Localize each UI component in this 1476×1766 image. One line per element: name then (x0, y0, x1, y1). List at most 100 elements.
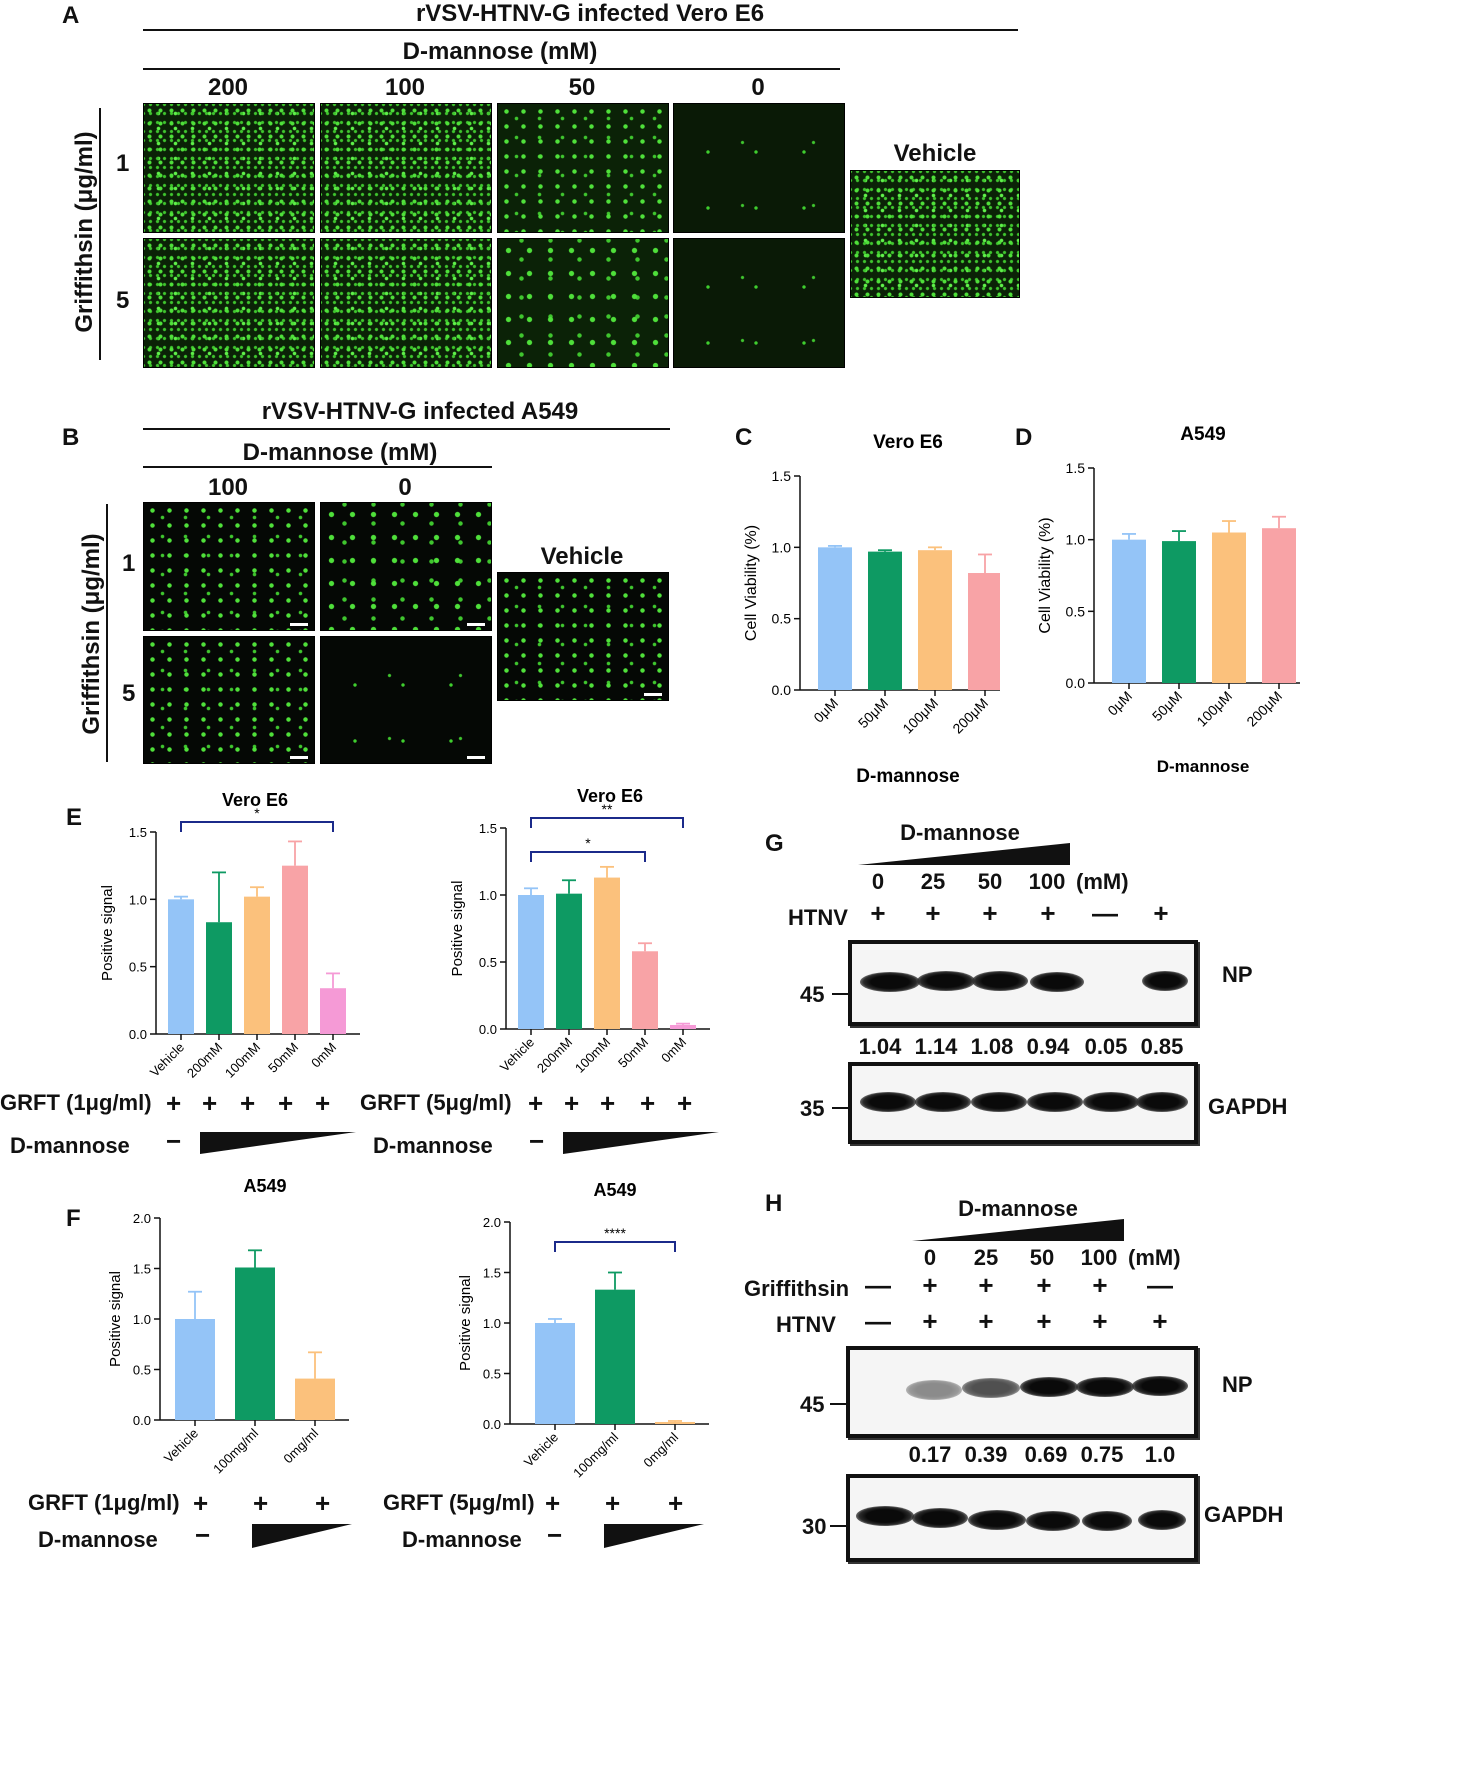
bar (818, 547, 852, 690)
panel-b-row-5: 5 (122, 680, 136, 707)
x-tick-label: 50mM (615, 1035, 651, 1071)
x-tick-label: Vehicle (497, 1035, 537, 1075)
bar (244, 896, 270, 1034)
panel-a-conc-50: 50 (568, 74, 596, 101)
g-np-band (917, 971, 975, 991)
e-right-plus: + (640, 1088, 656, 1118)
scale-bar (467, 623, 485, 626)
bar (175, 1319, 215, 1420)
g-conc-50: 50 (977, 869, 1003, 894)
y-axis-label: Positive signal (457, 1275, 474, 1371)
y-tick-label: 0.0 (1066, 675, 1086, 691)
g-quant: 0.94 (1026, 1034, 1070, 1059)
panel-h-letter: H (765, 1190, 783, 1217)
f-right-dmannose-label: D-mannose (402, 1527, 522, 1552)
x-tick-label: 0mg/ml (640, 1429, 681, 1470)
h-conc-100: 100 (1080, 1245, 1118, 1270)
chart-e2: Vero E6 0.0 0.5 1.0 1.5 Positive signal Vehicl… (449, 786, 710, 1076)
y-tick-label: 0.5 (772, 611, 792, 627)
x-tick-label: 200μM (949, 695, 991, 737)
g-gapdh-band (860, 1092, 916, 1112)
x-tick-label: 50μM (855, 695, 891, 731)
micrograph-b-vehicle (497, 572, 669, 701)
chart-title: Vero E6 (577, 786, 643, 806)
h-quant: 1.0 (1144, 1442, 1176, 1467)
g-unit: (mM) (1076, 869, 1129, 894)
g-conc-25: 25 (920, 869, 946, 894)
micrograph-a-gr5-dm0 (673, 238, 845, 368)
panel-a-row-5: 5 (116, 287, 130, 314)
micrograph-b-gr5-dm0 (320, 636, 492, 764)
e-left-wedge (200, 1132, 356, 1154)
panel-b-dmannose-rule (143, 466, 492, 468)
bar (918, 550, 952, 690)
bar (632, 951, 658, 1029)
chart-e1: Vero E6 0.0 0.5 1.0 1.5 Positive signal Vehicl… (99, 790, 360, 1081)
panel-b-conc-100: 100 (207, 474, 249, 501)
g-gapdh-label: GAPDH (1208, 1094, 1288, 1119)
panel-a-conc-0: 0 (751, 74, 765, 101)
e-left-plus: + (315, 1088, 331, 1118)
e-left-dmannose-label: D-mannose (10, 1133, 130, 1158)
micrograph-b-gr1-dm100 (143, 502, 315, 631)
e-right-grft-label: GRFT (5μg/ml) (360, 1090, 512, 1115)
g-mw-35: 35 (800, 1096, 825, 1121)
h-quant: 0.75 (1080, 1442, 1124, 1467)
panel-e-letter: E (66, 804, 83, 831)
significance-label: **** (604, 1225, 626, 1241)
bar (556, 893, 582, 1029)
y-tick-label: 1.0 (1066, 532, 1086, 548)
bar (868, 551, 902, 690)
y-axis-label: Positive signal (449, 881, 466, 977)
panel-b-letter: B (62, 424, 80, 451)
h-griffithsin-mark: — (865, 1270, 891, 1300)
chart-d: A549 0.0 0.5 1.0 1.5 Cell Viability (%) 0μM 50μ… (1037, 424, 1300, 776)
h-htnv-mark: + (978, 1306, 994, 1336)
x-tick-label: 100μM (899, 695, 941, 737)
bar (655, 1421, 695, 1424)
g-np-blot (848, 940, 1198, 1026)
micrograph-a-gr1-dm100 (320, 103, 492, 233)
h-griffithsin-mark: — (1147, 1270, 1173, 1300)
bar (168, 899, 194, 1034)
e-left-plus: + (166, 1088, 182, 1118)
micrograph-a-gr5-dm200 (143, 238, 315, 368)
panel-a-title-rule (143, 29, 1018, 31)
g-mw-45: 45 (800, 982, 825, 1007)
f-left-minus: − (195, 1520, 211, 1550)
g-quant: 0.05 (1084, 1034, 1128, 1059)
h-gapdh-blot (846, 1474, 1198, 1562)
panel-b-row-1: 1 (122, 550, 136, 577)
micrograph-a-gr5-dm100 (320, 238, 492, 368)
g-quant: 1.04 (858, 1034, 902, 1059)
f-left-plus: + (253, 1488, 269, 1518)
h-griffithsin-label: Griffithsin (744, 1276, 850, 1301)
x-tick-label: 0μM (810, 695, 841, 726)
bar (594, 877, 620, 1029)
g-gapdh-band (1083, 1092, 1139, 1112)
g-mw-35-tick (832, 1107, 848, 1109)
chart-title: A549 (1180, 424, 1225, 445)
panel-a-conc-100: 100 (384, 74, 426, 101)
significance-bracket (554, 1241, 676, 1252)
bar (1162, 541, 1196, 683)
x-tick-label: 50μM (1149, 688, 1185, 724)
x-tick-label: 100mg/ml (210, 1425, 261, 1476)
h-quant: 0.17 (908, 1442, 952, 1467)
y-axis-label: Positive signal (107, 1271, 124, 1367)
y-tick-label: 1.0 (133, 1312, 151, 1327)
panel-g-letter: G (765, 830, 784, 857)
g-np-band (1142, 971, 1188, 991)
panel-a-ylabel: Griffithsin (μg/ml) (71, 131, 98, 333)
chart-title: A549 (593, 1180, 636, 1200)
micrograph-a-vehicle (850, 170, 1020, 298)
chart-c: Vero E6 0.0 0.5 1.0 1.5 Cell Viability (%) 0μM… (743, 432, 1000, 787)
h-htnv-mark: + (1152, 1306, 1168, 1336)
x-tick-label: 100μM (1193, 688, 1235, 730)
h-gapdh-band (912, 1508, 968, 1528)
bar (320, 988, 346, 1034)
y-tick-label: 1.0 (129, 892, 147, 907)
f-left-dmannose-label: D-mannose (38, 1527, 158, 1552)
g-quant: 1.14 (914, 1034, 958, 1059)
h-conc-0: 0 (923, 1245, 937, 1270)
